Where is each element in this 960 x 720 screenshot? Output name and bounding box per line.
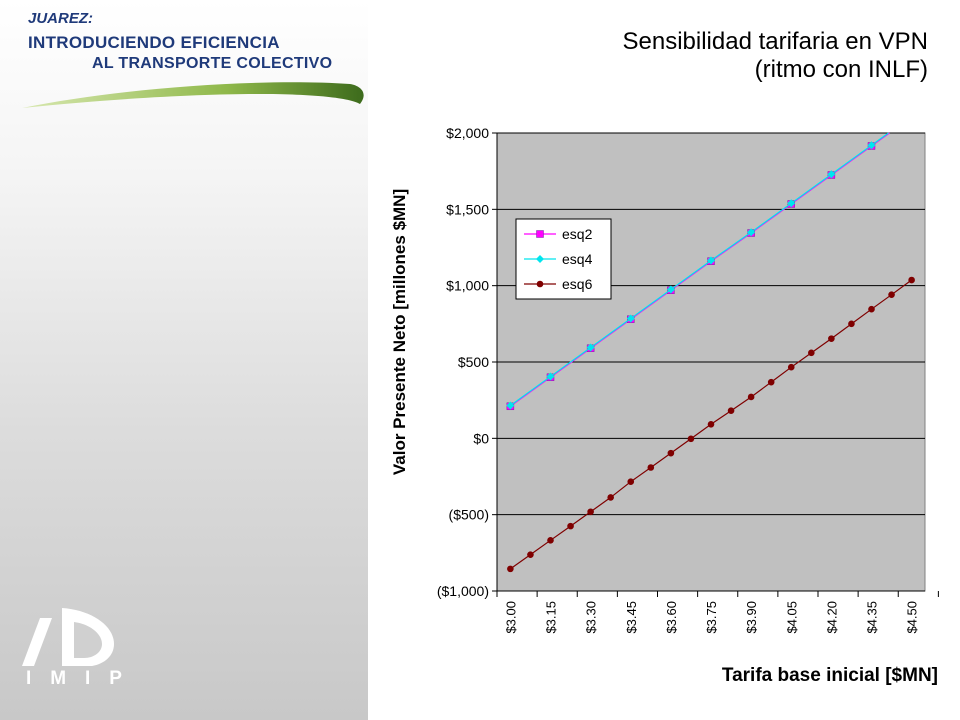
point-esq6 xyxy=(848,320,855,328)
point-esq6 xyxy=(527,551,534,558)
point-esq6 xyxy=(787,363,795,371)
header-line3: AL TRANSPORTE COLECTIVO xyxy=(92,55,333,72)
legend-label-esq6: esq6 xyxy=(562,276,593,292)
point-esq6 xyxy=(647,464,655,471)
x-tick-label: $3.75 xyxy=(704,601,719,634)
x-tick-label: $3.90 xyxy=(744,601,759,634)
point-esq6 xyxy=(908,276,915,284)
point-esq4 xyxy=(546,372,555,381)
point-esq4 xyxy=(827,170,836,179)
x-tick-label: $3.45 xyxy=(624,601,639,634)
x-tick-label: $4.50 xyxy=(905,601,920,634)
header-line1: JUAREZ: xyxy=(28,10,94,27)
y-tick-label: ($1,000) xyxy=(437,583,489,599)
legend-marker-esq4 xyxy=(536,255,544,263)
legend-label-esq4: esq4 xyxy=(562,251,593,267)
point-esq6 xyxy=(607,494,614,501)
left-panel: JUAREZ: INTRODUCIENDO EFICIENCIA AL TRAN… xyxy=(0,0,368,720)
point-esq6 xyxy=(587,508,594,516)
y-tick-label: $2,000 xyxy=(446,125,489,141)
chart-subtitle: (ritmo con INLF) xyxy=(754,56,928,83)
y-tick-label: $500 xyxy=(458,354,489,370)
legend-marker-esq6 xyxy=(536,280,544,288)
x-tick-label: $4.35 xyxy=(865,601,880,634)
x-tick-label: $4.05 xyxy=(784,601,799,634)
x-tick-label: $3.00 xyxy=(503,601,518,634)
header-line2: INTRODUCIENDO EFICIENCIA xyxy=(28,33,280,52)
point-esq4 xyxy=(506,401,515,410)
point-esq6 xyxy=(667,449,675,457)
x-tick-label: $3.15 xyxy=(544,601,559,634)
y-tick-label: ($500) xyxy=(449,507,489,523)
point-esq4 xyxy=(787,199,796,208)
point-esq6 xyxy=(767,378,775,386)
point-esq4 xyxy=(626,314,635,323)
swoosh-decoration xyxy=(22,82,364,108)
point-esq4 xyxy=(586,343,595,352)
y-tick-label: $1,000 xyxy=(446,278,489,294)
point-esq4 xyxy=(707,256,715,265)
x-tick-label: $3.30 xyxy=(584,601,599,634)
imip-logo-icon xyxy=(22,608,114,666)
point-esq6 xyxy=(747,393,755,401)
logo-letter-3: I xyxy=(85,668,91,689)
point-esq4 xyxy=(867,141,876,150)
x-tick-label: $4.20 xyxy=(824,601,839,634)
point-esq6 xyxy=(507,565,514,573)
point-esq4 xyxy=(666,285,675,294)
point-esq6 xyxy=(808,349,815,357)
chart-title-block: Sensibilidad tarifaria en VPN (ritmo con… xyxy=(623,28,929,84)
point-esq6 xyxy=(868,305,875,313)
legend-marker-esq2 xyxy=(536,230,544,238)
header: JUAREZ: INTRODUCIENDO EFICIENCIA AL TRAN… xyxy=(28,10,332,73)
legend-label-esq2: esq2 xyxy=(562,226,593,242)
logo-letter-4: P xyxy=(109,668,122,689)
logo-letters: I M I P xyxy=(26,668,122,690)
point-esq6 xyxy=(727,407,735,415)
point-esq4 xyxy=(747,228,756,237)
y-tick-label: $0 xyxy=(473,430,489,446)
logo-letter-2: M xyxy=(50,668,67,689)
y-tick-label: $1,500 xyxy=(446,201,489,217)
point-esq6 xyxy=(888,291,895,298)
logo-letter-1: I xyxy=(26,668,32,689)
x-tick-label: $3.60 xyxy=(664,601,679,634)
point-esq6 xyxy=(567,522,574,530)
point-esq6 xyxy=(547,537,554,544)
point-esq6 xyxy=(627,478,635,485)
chart-title: Sensibilidad tarifaria en VPN xyxy=(622,28,929,55)
y-axis-title: Valor Presente Neto [millones $MN] xyxy=(390,189,409,475)
point-esq6 xyxy=(687,435,695,443)
point-esq6 xyxy=(707,420,715,428)
point-esq6 xyxy=(828,335,835,342)
x-axis-title: Tarifa base inicial [$MN] xyxy=(722,665,938,686)
